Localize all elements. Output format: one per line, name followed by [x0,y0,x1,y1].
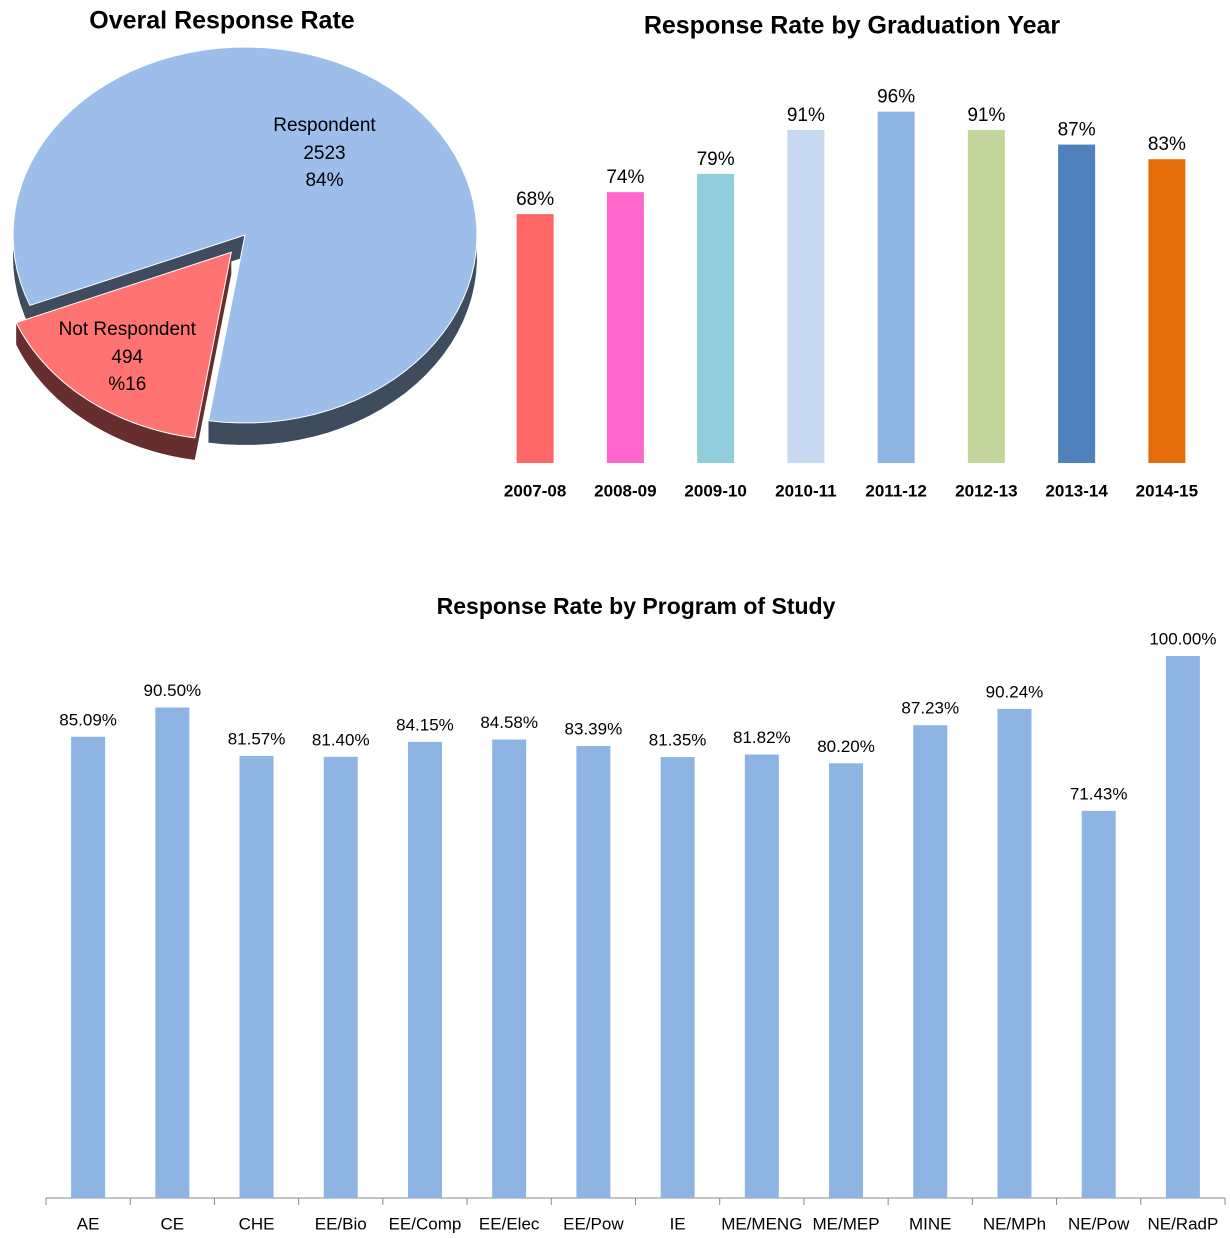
x-tick-label: CE [161,1214,185,1233]
pie-slice [15,251,232,439]
x-tick-label: 2007-08 [504,481,566,500]
x-tick-label: MINE [909,1214,952,1233]
x-tick-label: ME/MEP [813,1214,880,1233]
x-tick-label: NE/RadP [1147,1214,1218,1233]
x-tick-label: NE/Pow [1068,1214,1130,1233]
x-tick-label: AE [77,1214,100,1233]
x-tick-label: EE/Bio [315,1214,367,1233]
bar [71,736,106,1198]
value-label: 87% [1058,120,1096,141]
pie-title: Overal Response Rate [89,7,354,35]
value-label: 81.57% [228,729,286,748]
bar [1058,144,1096,463]
slice-value: 494 [111,347,143,368]
x-tick-label: IE [670,1214,686,1233]
x-tick-label: CHE [239,1214,275,1233]
value-label: 96% [877,87,915,108]
value-label: 90.24% [986,682,1044,701]
value-label: 83% [1148,134,1186,155]
value-label: 81.35% [649,731,707,750]
x-tick-label: ME/MENG [721,1214,802,1233]
bar-title: Response Rate by Graduation Year [644,12,1061,40]
bar [516,214,554,463]
x-tick-label: 2010-11 [775,481,836,500]
bar [744,754,779,1198]
bar [1148,159,1186,463]
x-tick-label: NE/MPh [983,1214,1046,1233]
bar [877,111,915,463]
value-label: 84.58% [480,713,538,732]
bar [323,756,358,1198]
bar [155,707,190,1198]
bar [967,129,1005,463]
bar [606,192,644,463]
slice-percent: 84% [305,170,343,191]
x-tick-label: EE/Elec [479,1214,540,1233]
value-label: 85.09% [59,710,117,729]
value-label: 68% [516,189,554,210]
bar [787,129,825,463]
value-label: 84.15% [396,715,454,734]
bar [239,755,274,1198]
pie-slice-side [16,252,232,460]
value-label: 74% [606,167,644,188]
x-tick-label: 2009-10 [684,481,746,500]
bar [697,173,735,464]
value-label: 91% [967,105,1005,126]
value-label: 90.50% [143,681,201,700]
bar [913,725,948,1198]
value-label: 87.23% [901,699,959,718]
value-label: 81.82% [733,728,791,747]
bar [829,763,864,1198]
value-label: 81.40% [312,730,370,749]
bar [492,739,527,1198]
x-tick-label: 2011-12 [865,481,926,500]
bar [997,708,1032,1198]
x-tick-label: EE/Comp [389,1214,462,1233]
x-tick-label: 2013-14 [1045,481,1108,500]
x-tick-label: 2014-15 [1136,481,1198,500]
value-label: 80.20% [817,737,875,756]
value-label: 79% [697,149,735,170]
x-tick-label: EE/Pow [563,1214,624,1233]
bar [407,741,442,1198]
x-tick-label: 2008-09 [594,481,656,500]
slice-percent: %16 [108,374,146,395]
x-tick-label: 2012-13 [955,481,1017,500]
value-label: 71.43% [1070,784,1128,803]
slice-value: 2523 [303,143,345,164]
value-label: 100.00% [1149,629,1216,648]
slice-label: Respondent [273,115,376,136]
bar [660,757,695,1198]
slice-label: Not Respondent [59,319,197,340]
value-label: 83.39% [565,720,623,739]
value-label: 91% [787,105,825,126]
pie-slice [12,46,478,424]
bar [1081,810,1116,1198]
bar [576,746,611,1198]
bar [1165,656,1200,1198]
bar-title: Response Rate by Program of Study [437,593,836,619]
